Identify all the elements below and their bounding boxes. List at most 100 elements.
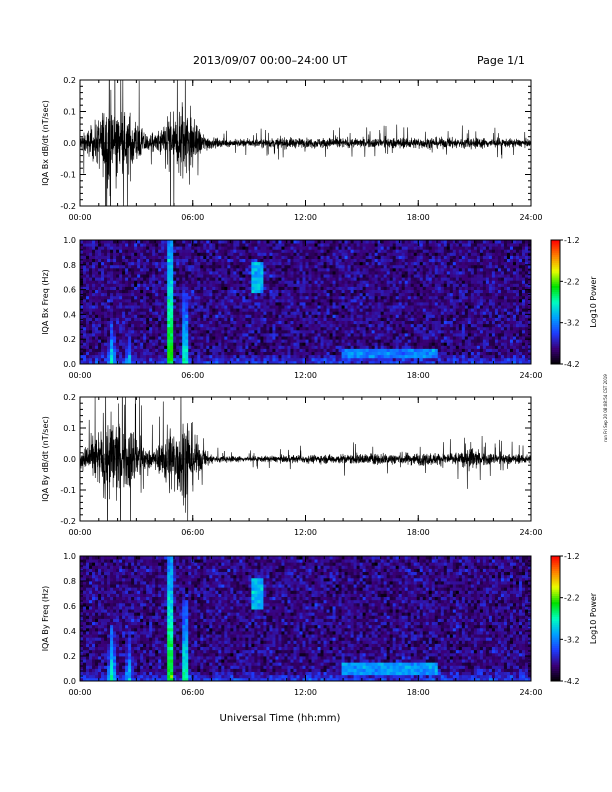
heatmap-cell	[428, 258, 433, 263]
heatmap-cell	[368, 277, 373, 281]
heatmap-cell	[242, 333, 246, 337]
heatmap-cell	[290, 339, 294, 343]
heatmap-cell	[116, 264, 120, 269]
heatmap-cell	[431, 314, 436, 318]
heatmap-cell	[113, 261, 117, 266]
heatmap-cell	[83, 354, 87, 359]
heatmap-cell	[134, 323, 138, 328]
heatmap-cell	[104, 261, 108, 266]
heatmap-cell	[407, 308, 412, 312]
heatmap-cell	[401, 308, 406, 312]
heatmap-cell	[224, 249, 228, 253]
heatmap-cell	[329, 317, 333, 321]
heatmap-cell	[287, 345, 291, 349]
heatmap-cell	[347, 261, 351, 266]
heatmap-cell	[140, 308, 144, 312]
heatmap-cell	[89, 354, 93, 359]
heatmap-cell	[143, 283, 147, 287]
heatmap-cell	[443, 289, 448, 294]
heatmap-cell	[371, 314, 376, 318]
heatmap-cell	[254, 311, 258, 315]
heatmap-cell	[224, 267, 228, 272]
heatmap-cell	[269, 289, 273, 294]
heatmap-cell	[329, 323, 333, 328]
heatmap-cell	[104, 348, 108, 352]
heatmap-cell	[269, 354, 273, 359]
heatmap-cell	[290, 283, 294, 287]
heatmap-cell	[440, 326, 445, 331]
heatmap-cell	[110, 264, 114, 269]
heatmap-cell	[218, 240, 222, 244]
heatmap-cell	[374, 357, 379, 362]
heatmap-cell	[368, 320, 373, 325]
heatmap-cell	[335, 311, 339, 315]
heatmap-cell	[191, 283, 195, 287]
heatmap-cell	[365, 286, 370, 290]
heatmap-cell	[410, 320, 415, 325]
heatmap-cell	[86, 302, 90, 306]
heatmap-cell	[206, 360, 210, 365]
heatmap-cell	[356, 286, 361, 290]
heatmap-cell	[245, 252, 249, 256]
heatmap-cell	[281, 329, 285, 334]
heatmap-cell	[158, 283, 162, 287]
heatmap-cell	[188, 342, 192, 346]
heatmap-cell	[257, 302, 261, 306]
heatmap-cell	[431, 271, 436, 275]
heatmap-cell	[320, 292, 324, 297]
heatmap-cell	[293, 311, 297, 315]
heatmap-cell	[245, 258, 249, 263]
heatmap-cell	[248, 351, 252, 356]
heatmap-cell	[437, 271, 442, 275]
heatmap-cell	[176, 333, 180, 337]
heatmap-cell	[92, 360, 96, 365]
heatmap-cell	[329, 314, 333, 318]
heatmap-cell	[416, 258, 421, 263]
heatmap-cell	[335, 336, 339, 340]
heatmap-cell	[380, 249, 385, 253]
heatmap-cell	[275, 336, 279, 340]
heatmap-cell	[404, 317, 409, 321]
heatmap-cell	[257, 240, 261, 244]
heatmap-cell	[113, 333, 117, 337]
heatmap-cell	[440, 243, 445, 247]
heatmap-cell	[422, 252, 427, 256]
heatmap-cell	[209, 267, 213, 272]
heatmap-cell	[353, 351, 358, 356]
heatmap-cell	[164, 311, 168, 315]
heatmap-cell	[218, 360, 222, 365]
heatmap-cell	[134, 345, 138, 349]
heatmap-cell	[278, 339, 282, 343]
heatmap-cell	[212, 354, 216, 359]
heatmap-cell	[335, 249, 339, 253]
heatmap-cell	[254, 320, 258, 325]
heatmap-cell	[395, 243, 400, 247]
heatmap-cell	[398, 308, 403, 312]
heatmap-cell	[374, 298, 379, 303]
heatmap-cell	[104, 336, 108, 340]
heatmap-cell	[329, 252, 333, 256]
heatmap-cell	[389, 302, 394, 306]
heatmap-cell	[281, 351, 285, 356]
heatmap-cell	[203, 243, 207, 247]
heatmap-cell	[260, 271, 264, 275]
heatmap-cell	[215, 323, 219, 328]
heatmap-cell	[98, 308, 102, 312]
heatmap-cell	[83, 261, 87, 266]
heatmap-cell	[113, 308, 117, 312]
heatmap-cell	[422, 339, 427, 343]
heatmap-cell	[371, 357, 376, 362]
heatmap-cell	[203, 286, 207, 290]
heatmap-cell	[182, 323, 186, 328]
heatmap-cell	[251, 354, 255, 359]
heatmap-cell	[410, 329, 415, 334]
heatmap-cell	[293, 271, 297, 275]
heatmap-cell	[434, 243, 439, 247]
heatmap-cell	[179, 271, 183, 275]
heatmap-cell	[83, 320, 87, 325]
heatmap-cell	[347, 317, 351, 321]
heatmap-cell	[338, 360, 342, 365]
heatmap-cell	[338, 314, 342, 318]
heatmap-cell	[131, 329, 135, 334]
heatmap-cell	[137, 283, 141, 287]
